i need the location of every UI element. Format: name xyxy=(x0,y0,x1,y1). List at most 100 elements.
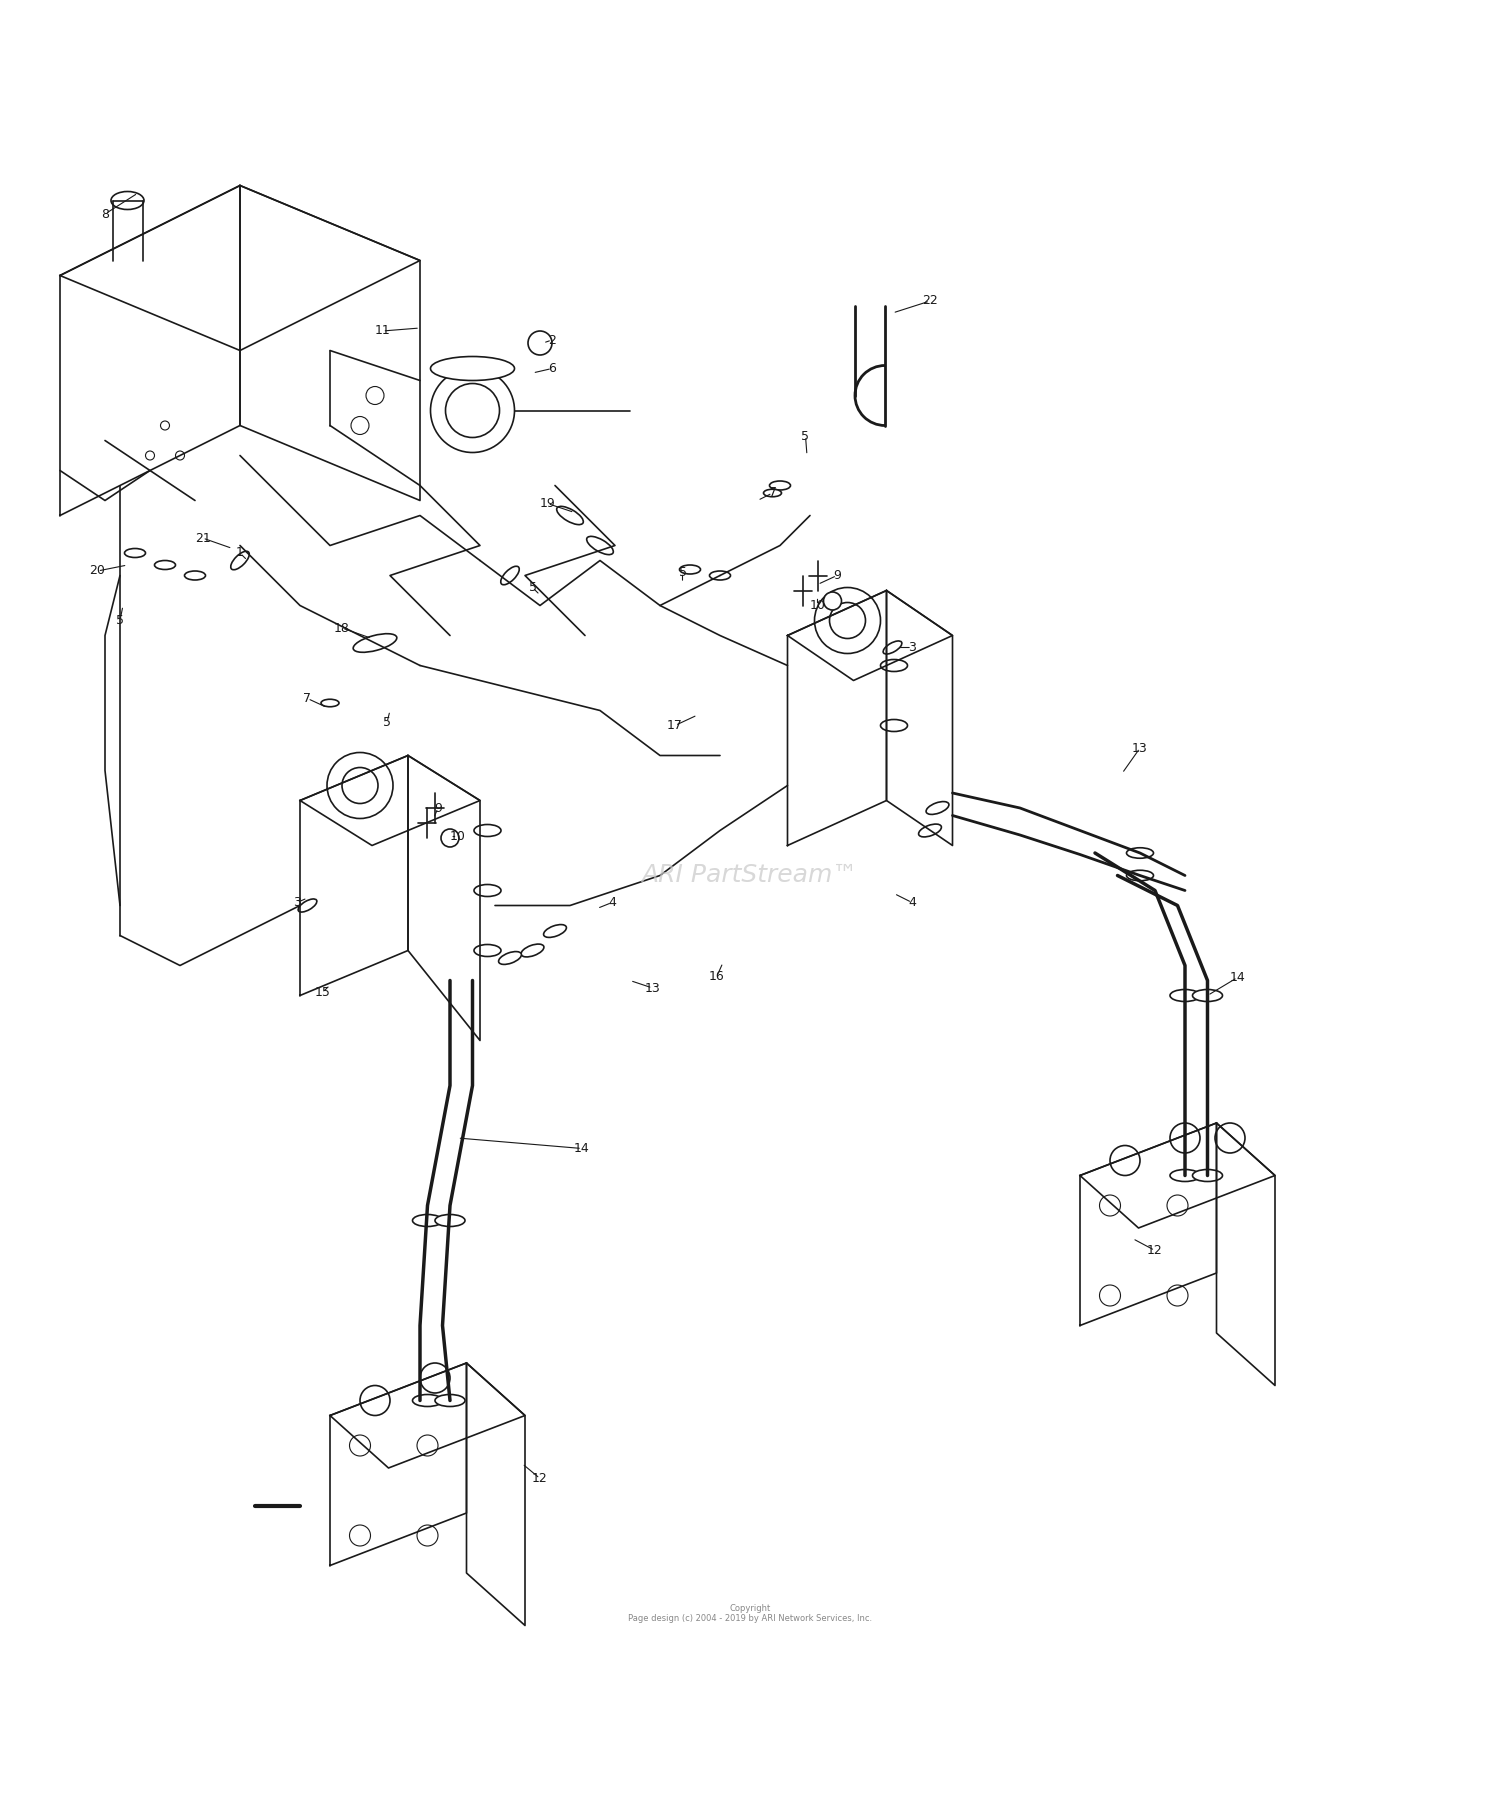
Ellipse shape xyxy=(1192,1170,1222,1181)
Circle shape xyxy=(350,1525,370,1547)
Circle shape xyxy=(146,451,154,460)
Circle shape xyxy=(342,768,378,804)
Text: 20: 20 xyxy=(90,565,105,578)
Ellipse shape xyxy=(498,951,522,965)
Text: 18: 18 xyxy=(334,621,350,634)
Text: 6: 6 xyxy=(548,362,556,375)
Ellipse shape xyxy=(543,925,567,938)
Text: 7: 7 xyxy=(768,487,777,500)
Circle shape xyxy=(1100,1195,1120,1215)
Text: 7: 7 xyxy=(303,692,312,704)
Circle shape xyxy=(420,1364,450,1393)
Ellipse shape xyxy=(764,489,782,496)
Text: 17: 17 xyxy=(668,719,682,732)
Ellipse shape xyxy=(474,884,501,896)
Ellipse shape xyxy=(520,944,544,956)
Text: 4: 4 xyxy=(608,896,616,909)
Ellipse shape xyxy=(1126,871,1154,880)
Text: 15: 15 xyxy=(315,985,330,1000)
Text: 5: 5 xyxy=(528,581,537,594)
Ellipse shape xyxy=(474,824,501,837)
Ellipse shape xyxy=(352,634,398,652)
Ellipse shape xyxy=(556,507,584,525)
Ellipse shape xyxy=(430,357,514,380)
Text: 5: 5 xyxy=(382,715,392,730)
Circle shape xyxy=(1170,1123,1200,1154)
Text: 10: 10 xyxy=(450,829,465,842)
Text: 13: 13 xyxy=(1132,741,1148,755)
Text: 10: 10 xyxy=(810,599,825,612)
Text: 3: 3 xyxy=(292,896,302,909)
Circle shape xyxy=(1167,1286,1188,1306)
Ellipse shape xyxy=(884,641,902,654)
Ellipse shape xyxy=(880,659,908,672)
Ellipse shape xyxy=(298,898,316,913)
Text: 8: 8 xyxy=(100,208,109,221)
Text: Copyright
Page design (c) 2004 - 2019 by ARI Network Services, Inc.: Copyright Page design (c) 2004 - 2019 by… xyxy=(628,1605,872,1623)
Circle shape xyxy=(360,1385,390,1416)
Ellipse shape xyxy=(413,1394,442,1407)
Circle shape xyxy=(160,420,170,429)
Circle shape xyxy=(815,587,880,654)
Ellipse shape xyxy=(154,560,176,569)
Text: 1: 1 xyxy=(236,547,244,560)
Text: ARI PartStream™: ARI PartStream™ xyxy=(642,864,858,887)
Text: 13: 13 xyxy=(645,982,660,994)
Text: 3: 3 xyxy=(908,641,916,654)
Text: 5: 5 xyxy=(801,429,810,442)
Text: 12: 12 xyxy=(532,1472,548,1485)
Ellipse shape xyxy=(1170,989,1200,1001)
Text: 19: 19 xyxy=(540,496,555,511)
Ellipse shape xyxy=(1170,1170,1200,1181)
Circle shape xyxy=(430,368,514,453)
Circle shape xyxy=(417,1525,438,1547)
Text: 9: 9 xyxy=(833,569,842,581)
Ellipse shape xyxy=(880,719,908,732)
Circle shape xyxy=(1215,1123,1245,1154)
Ellipse shape xyxy=(586,536,613,554)
Ellipse shape xyxy=(124,549,146,558)
Circle shape xyxy=(830,603,866,639)
Circle shape xyxy=(1110,1146,1140,1175)
Ellipse shape xyxy=(474,945,501,956)
Text: 22: 22 xyxy=(922,295,938,308)
Ellipse shape xyxy=(111,192,144,210)
Circle shape xyxy=(441,829,459,848)
Text: 14: 14 xyxy=(574,1143,590,1155)
Ellipse shape xyxy=(1192,989,1222,1001)
Ellipse shape xyxy=(926,802,950,815)
Text: 21: 21 xyxy=(195,531,210,545)
Circle shape xyxy=(824,592,842,610)
Text: 5: 5 xyxy=(116,614,124,627)
Ellipse shape xyxy=(770,482,790,491)
Ellipse shape xyxy=(413,1215,442,1226)
Circle shape xyxy=(350,1434,370,1456)
Ellipse shape xyxy=(1126,848,1154,858)
Ellipse shape xyxy=(321,699,339,706)
Circle shape xyxy=(1100,1286,1120,1306)
Ellipse shape xyxy=(435,1215,465,1226)
Ellipse shape xyxy=(184,570,206,580)
Text: 14: 14 xyxy=(1230,971,1245,983)
Ellipse shape xyxy=(918,824,942,837)
Text: 9: 9 xyxy=(433,802,442,815)
Ellipse shape xyxy=(680,565,700,574)
Circle shape xyxy=(351,417,369,435)
Text: 11: 11 xyxy=(375,324,390,337)
Circle shape xyxy=(366,386,384,404)
Text: 12: 12 xyxy=(1148,1244,1162,1257)
Text: 5: 5 xyxy=(678,567,687,580)
Circle shape xyxy=(528,331,552,355)
Ellipse shape xyxy=(710,570,730,580)
Text: 4: 4 xyxy=(908,896,916,909)
Ellipse shape xyxy=(231,551,249,570)
Circle shape xyxy=(1167,1195,1188,1215)
Circle shape xyxy=(446,384,500,438)
Text: 2: 2 xyxy=(548,333,556,346)
Text: 16: 16 xyxy=(710,969,724,983)
Circle shape xyxy=(327,753,393,819)
Ellipse shape xyxy=(501,567,519,585)
Circle shape xyxy=(417,1434,438,1456)
Circle shape xyxy=(176,451,184,460)
Ellipse shape xyxy=(435,1394,465,1407)
